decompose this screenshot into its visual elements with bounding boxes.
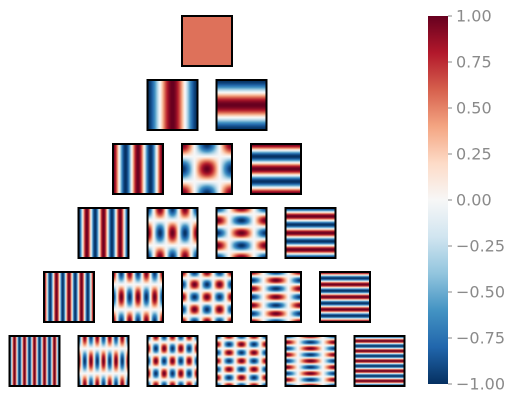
panel-m3-n0 xyxy=(78,208,129,258)
panel-m0-n2 xyxy=(251,144,301,194)
panel-m0-n0 xyxy=(182,16,232,66)
panel-frame xyxy=(181,15,233,67)
panel-m2-n1 xyxy=(147,208,198,258)
panel-m0-n3 xyxy=(285,208,336,258)
panel-frame xyxy=(8,335,61,387)
panel-m1-n1 xyxy=(182,144,232,194)
panel-frame xyxy=(353,335,406,387)
panel-m1-n0 xyxy=(147,80,198,130)
panel-m1-n2 xyxy=(216,208,267,258)
panel-frame xyxy=(284,335,337,387)
panel-frame xyxy=(215,207,268,259)
panel-m0-n1 xyxy=(216,80,267,130)
panel-frame xyxy=(146,207,199,259)
colorbar-tick-label: 1.00 xyxy=(456,7,492,26)
panel-frame xyxy=(215,79,268,131)
panel-frame xyxy=(215,335,268,387)
panel-frame xyxy=(112,271,164,323)
colorbar: 1.00 0.75 0.50 0.25 0.00 −0.25 −0.50 −0.75 −1.00 xyxy=(428,7,505,394)
panel-frame xyxy=(319,271,371,323)
panel-m5-n0 xyxy=(9,336,60,386)
panel-frame xyxy=(112,143,164,195)
panel-frame xyxy=(250,271,302,323)
panel-m4-n0 xyxy=(44,272,94,322)
colorbar-ticks: 1.00 0.75 0.50 0.25 0.00 −0.25 −0.50 −0.75 −1.00 xyxy=(448,7,505,394)
colorbar-tick-label: −0.25 xyxy=(456,237,505,256)
colorbar-tick-label: 0.50 xyxy=(456,99,492,118)
panel-frame xyxy=(181,271,233,323)
colorbar-tick-label: −1.00 xyxy=(456,375,505,394)
panel-m2-n3 xyxy=(216,336,267,386)
panel-m3-n2 xyxy=(147,336,198,386)
panel-grid xyxy=(8,15,406,387)
panel-m0-n4 xyxy=(320,272,370,322)
colorbar-tick-label: 0.00 xyxy=(456,191,492,210)
panel-m2-n2 xyxy=(182,272,232,322)
colorbar-tick-label: 0.75 xyxy=(456,53,492,72)
panel-m3-n1 xyxy=(113,272,163,322)
panel-m2-n0 xyxy=(113,144,163,194)
colorbar-tick-label: 0.25 xyxy=(456,145,492,164)
panel-frame xyxy=(146,79,199,131)
panel-frame xyxy=(181,143,233,195)
colorbar-gradient xyxy=(428,16,448,384)
panel-m0-n5 xyxy=(354,336,405,386)
panel-frame xyxy=(77,207,130,259)
colorbar-tick-label: −0.50 xyxy=(456,283,505,302)
panel-frame xyxy=(250,143,302,195)
panel-m1-n4 xyxy=(285,336,336,386)
panel-frame xyxy=(284,207,337,259)
panel-m4-n1 xyxy=(78,336,129,386)
panel-frame xyxy=(146,335,199,387)
panel-frame xyxy=(43,271,95,323)
colorbar-tick-label: −0.75 xyxy=(456,329,505,348)
panel-m1-n3 xyxy=(251,272,301,322)
panel-frame xyxy=(77,335,130,387)
